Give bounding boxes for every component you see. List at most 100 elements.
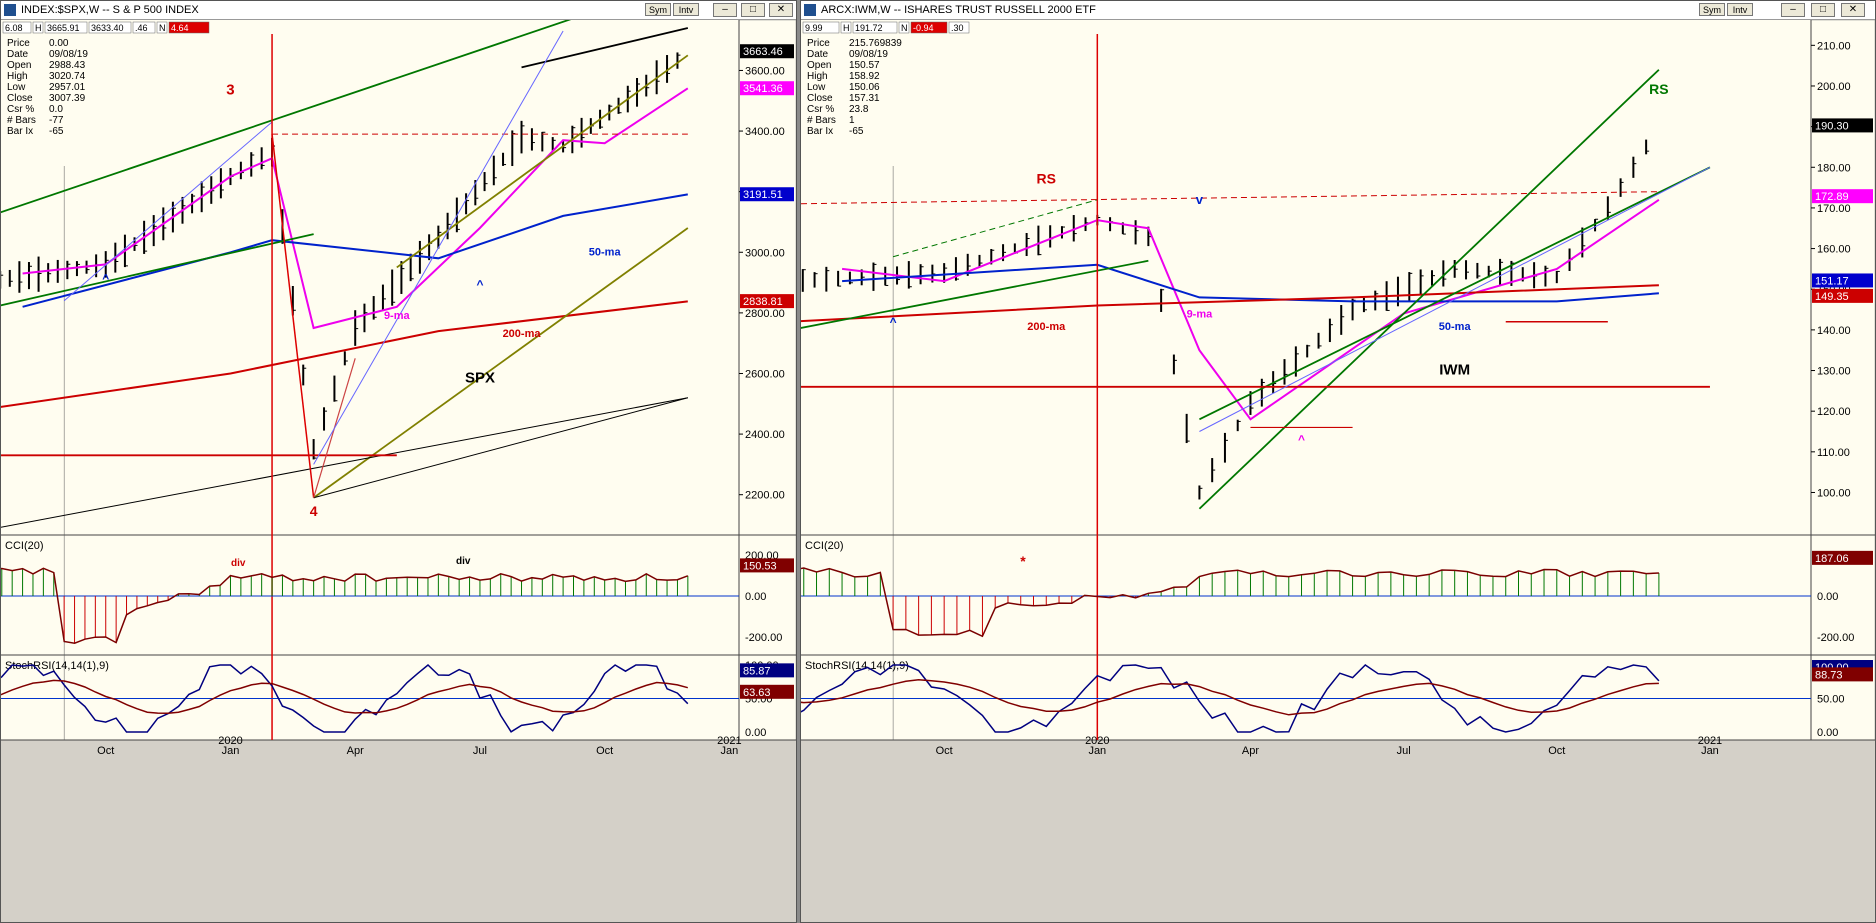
- close-button[interactable]: ✕: [1841, 3, 1865, 17]
- x-tick-label: Oct: [596, 745, 613, 757]
- header-field-box: [32, 21, 44, 34]
- chart-annotation: 200-ma: [1027, 321, 1066, 333]
- header-field-box: [802, 21, 840, 34]
- stochrsi-label: StochRSI(14,14(1),9): [805, 660, 909, 672]
- trend-line: [63, 121, 273, 302]
- chart-annotation: 50-ma: [1439, 321, 1472, 333]
- info-value: 09/08/19: [849, 49, 888, 60]
- chart-annotation: 9-ma: [384, 310, 411, 322]
- info-value: -65: [49, 126, 64, 137]
- chart-annotation: 3: [226, 82, 234, 99]
- spx-titlebar[interactable]: INDEX:$SPX,W -- S & P 500 INDEX Sym Intv…: [1, 1, 796, 20]
- x-tick-label: Jan: [222, 745, 240, 757]
- trend-line: [396, 54, 689, 269]
- stochrsi-tick-label: 0.00: [745, 727, 766, 739]
- app-icon: [804, 4, 816, 16]
- app-icon: [4, 4, 16, 16]
- cci-label: CCI(20): [805, 540, 844, 552]
- moving-average-9-ma: [22, 87, 689, 330]
- cci-line: [1, 567, 689, 644]
- minimize-button[interactable]: –: [713, 3, 737, 17]
- price-tick-label: 100.00: [1817, 487, 1851, 499]
- chart-annotation: 4: [310, 503, 318, 519]
- stochrsi-tick-label: 0.00: [1817, 727, 1838, 739]
- info-label: Price: [7, 38, 30, 49]
- info-value: 215.769839: [849, 38, 902, 49]
- iwm-titlebar[interactable]: ARCX:IWM,W -- ISHARES TRUST RUSSELL 2000…: [801, 1, 1875, 20]
- stochrsi-slow-line: [1, 679, 688, 714]
- moving-average-9-ma: [841, 198, 1660, 421]
- minimize-button[interactable]: –: [1781, 3, 1805, 17]
- price-badge-text: 3663.46: [743, 46, 783, 58]
- info-value: 1: [849, 115, 855, 126]
- symbol-button[interactable]: Sym: [1699, 3, 1725, 16]
- header-field: .30: [951, 23, 964, 33]
- trend-line: [892, 199, 1098, 258]
- iwm-chart[interactable]: Oct2020JanAprJulOct2021Jan210.00200.0019…: [801, 20, 1875, 923]
- info-label: Date: [807, 49, 829, 60]
- trend-line: [1, 397, 688, 528]
- stochrsi-badge: [740, 684, 794, 699]
- chart-annotation: RS: [1037, 171, 1056, 187]
- info-value: 09/08/19: [49, 49, 88, 60]
- header-field: N: [901, 23, 908, 33]
- chart-annotation: IWM: [1439, 362, 1470, 379]
- header-field-box: [852, 21, 898, 34]
- price-tick-label: 180.00: [1817, 162, 1851, 174]
- close-button[interactable]: ✕: [769, 3, 793, 17]
- price-badge: [1812, 189, 1873, 204]
- maximize-button[interactable]: □: [741, 3, 765, 17]
- price-tick-label: 210.00: [1817, 40, 1851, 52]
- spx-chart-window[interactable]: INDEX:$SPX,W -- S & P 500 INDEX Sym Intv…: [0, 0, 797, 923]
- cci-star-annotation: *: [1020, 553, 1026, 569]
- x-tick-label: Oct: [936, 745, 953, 757]
- x-tick-label: 2020: [218, 735, 242, 747]
- interval-button[interactable]: Intv: [673, 3, 699, 16]
- price-badge-text: 3541.36: [743, 83, 783, 95]
- price-tick-label: 3600.00: [745, 65, 785, 77]
- price-axis-area: [1810, 20, 1875, 741]
- header-field: 3633.40: [91, 23, 124, 33]
- trend-line: [801, 191, 1659, 205]
- cci-tick-label: 0.00: [745, 591, 766, 603]
- maximize-button[interactable]: □: [1811, 3, 1835, 17]
- trend-line: [271, 134, 315, 498]
- info-label: Price: [807, 38, 830, 49]
- cci-tick-label: 0.00: [1817, 591, 1838, 603]
- chart-annotation: v: [1196, 192, 1204, 207]
- header-field-box: [2, 21, 32, 34]
- header-field-box: [88, 21, 132, 34]
- trend-line: [313, 227, 689, 499]
- price-badge-text: 149.35: [1815, 291, 1849, 303]
- header-field-box: [132, 21, 156, 34]
- info-value: 158.92: [849, 71, 880, 82]
- price-tick-label: 3000.00: [745, 247, 785, 259]
- info-box: [3, 34, 103, 166]
- x-tick-label: 2021: [717, 735, 741, 747]
- stochrsi-label: StochRSI(14,14(1),9): [5, 660, 109, 672]
- moving-average-200-ma: [801, 284, 1659, 323]
- x-tick-label: Jan: [1701, 745, 1719, 757]
- x-tick-label: Oct: [97, 745, 114, 757]
- info-label: Bar Ix: [7, 126, 33, 137]
- header-field: H: [843, 23, 850, 33]
- symbol-button[interactable]: Sym: [645, 3, 671, 16]
- chart-annotation: RS: [1649, 81, 1668, 97]
- stochrsi-tick-label: 50.00: [1817, 694, 1845, 706]
- header-field-box: [948, 21, 970, 34]
- info-label: High: [7, 71, 28, 82]
- header-field-box: [168, 21, 210, 34]
- x-tick-label: Apr: [1242, 745, 1259, 757]
- iwm-chart-window[interactable]: ARCX:IWM,W -- ISHARES TRUST RUSSELL 2000…: [800, 0, 1876, 923]
- x-tick-label: 2020: [1085, 735, 1109, 747]
- price-badge: [740, 81, 794, 96]
- price-tick-label: 2800.00: [745, 308, 785, 320]
- header-field-box: [910, 21, 948, 34]
- info-label: Bar Ix: [807, 126, 833, 137]
- price-tick-label: 130.00: [1817, 366, 1851, 378]
- info-label: Open: [807, 60, 831, 71]
- interval-button[interactable]: Intv: [1727, 3, 1753, 16]
- cci-tick-label: -200.00: [745, 632, 782, 644]
- chart-annotation: 200-ma: [503, 328, 542, 340]
